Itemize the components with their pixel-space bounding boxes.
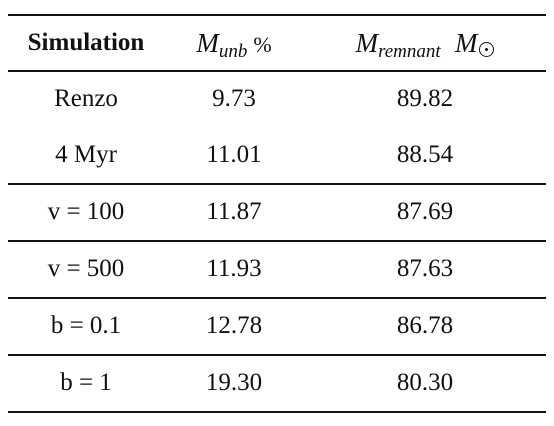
cell-simulation: v = 500 xyxy=(8,242,164,296)
cell-simulation: b = 1 xyxy=(8,356,164,410)
cell-simulation: v = 100 xyxy=(8,185,164,239)
cell-m-remnant: 89.82 xyxy=(304,72,546,126)
header-m-unb-var: M xyxy=(196,28,219,58)
cell-simulation: b = 0.1 xyxy=(8,299,164,353)
bottom-rule xyxy=(8,411,546,413)
table-row: b = 1 19.30 80.30 xyxy=(8,356,546,410)
cell-m-remnant: 87.63 xyxy=(304,242,546,296)
cell-simulation: 4 Myr xyxy=(8,128,164,182)
cell-m-unb: 19.30 xyxy=(164,356,304,410)
cell-m-remnant: 80.30 xyxy=(304,356,546,410)
header-m-remnant-unit-var: M xyxy=(455,28,478,58)
header-m-remnant-var: M xyxy=(356,28,379,58)
header-m-unb: Munb% xyxy=(164,16,304,70)
cell-m-unb: 11.93 xyxy=(164,242,304,296)
header-simulation: Simulation xyxy=(8,16,164,70)
table-row: v = 100 11.87 87.69 xyxy=(8,185,546,239)
table-row: b = 0.1 12.78 86.78 xyxy=(8,299,546,353)
table-row: v = 500 11.93 87.63 xyxy=(8,242,546,296)
cell-m-remnant: 87.69 xyxy=(304,185,546,239)
cell-m-unb: 11.87 xyxy=(164,185,304,239)
header-row: Simulation Munb% Mremnant M xyxy=(8,16,546,70)
cell-m-unb: 11.01 xyxy=(164,128,304,182)
header-m-remnant: Mremnant M xyxy=(304,16,546,70)
header-m-unb-unit: % xyxy=(253,32,271,57)
header-m-remnant-sub: remnant xyxy=(378,41,441,62)
table-row: Renzo 9.73 89.82 xyxy=(8,72,546,126)
cell-simulation: Renzo xyxy=(8,72,164,126)
table-row: 4 Myr 11.01 88.54 xyxy=(8,128,546,182)
cell-m-remnant: 88.54 xyxy=(304,128,546,182)
header-m-unb-sub: unb xyxy=(219,41,248,62)
cell-m-remnant: 86.78 xyxy=(304,299,546,353)
cell-m-unb: 9.73 xyxy=(164,72,304,126)
cell-m-unb: 12.78 xyxy=(164,299,304,353)
sun-symbol-icon xyxy=(479,42,494,57)
